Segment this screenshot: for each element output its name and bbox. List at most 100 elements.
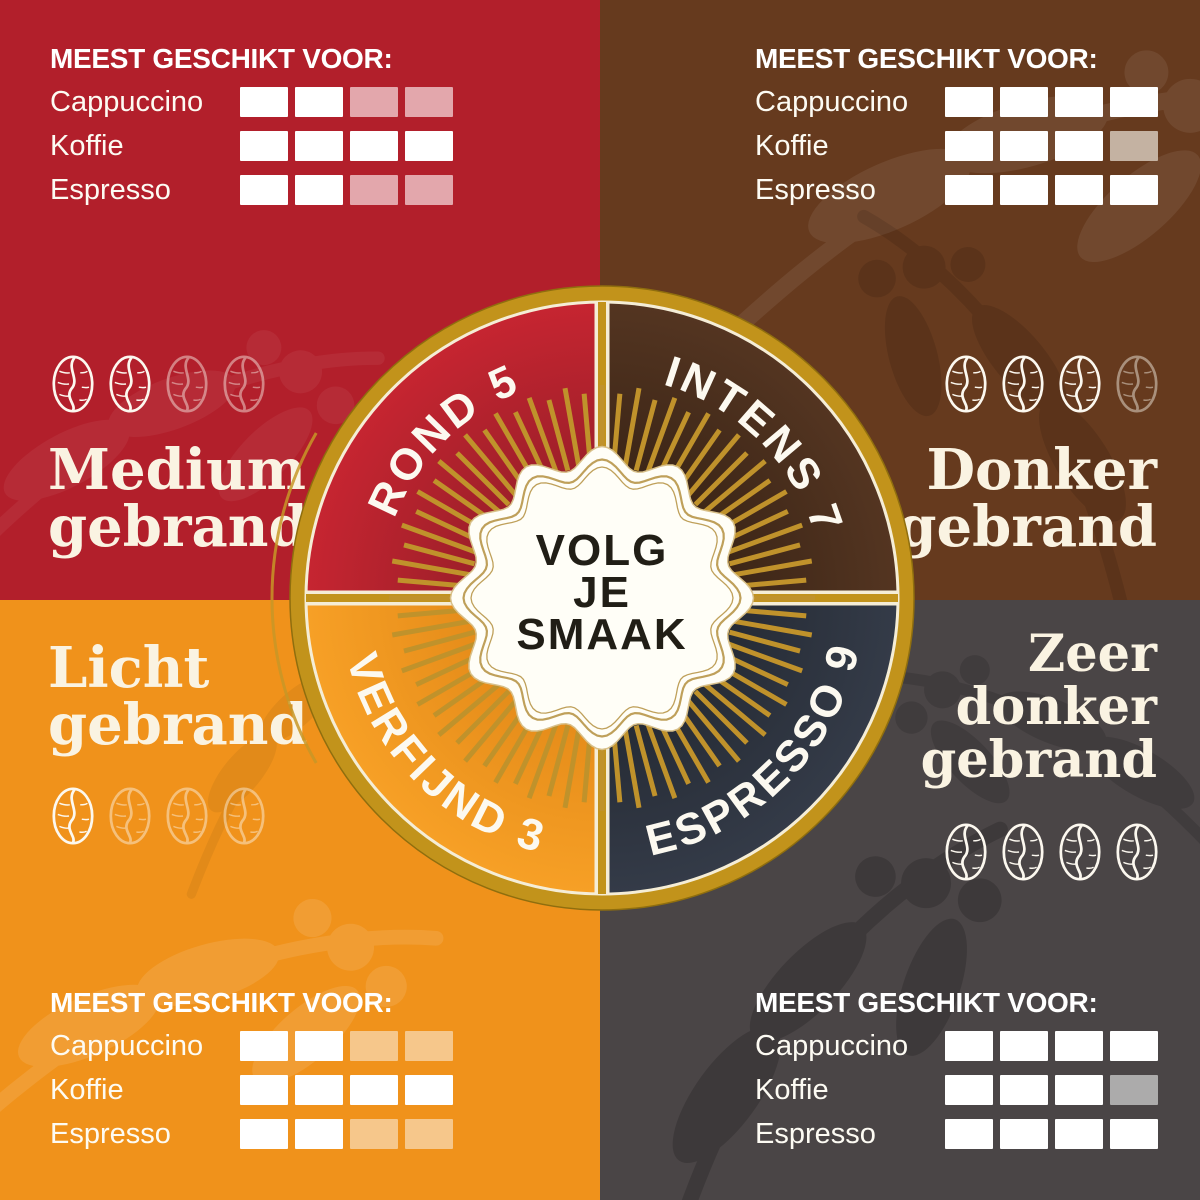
rating-cell-empty [350,1031,398,1061]
suitability-title: MEEST GESCHIKT VOOR: [50,43,393,74]
rating-cell-filled [240,1119,288,1149]
coffee-bean-icon [1059,823,1101,881]
rating-row: Cappuccino [50,1029,460,1062]
rating-cell-filled [1110,87,1158,117]
rating-cells [945,1031,1165,1061]
coffee-bean-icon [1059,355,1101,413]
coffee-bean-icon [1002,823,1044,881]
rating-row: Espresso [755,173,1165,206]
rating-row: Espresso [50,173,460,206]
rating-cell-empty [1110,131,1158,161]
rating-cell-filled [945,1031,993,1061]
quadrant-donker-gebrand: MEEST GESCHIKT VOOR: Cappuccino Koffie E… [600,0,1200,600]
rating-label: Espresso [50,173,171,206]
badge-shape [449,445,755,751]
rating-cell-filled [1055,1075,1103,1105]
quadrant-medium-gebrand: MEEST GESCHIKT VOOR: Cappuccino Koffie E… [0,0,600,600]
rating-cell-filled [1110,175,1158,205]
rating-cell-filled [240,175,288,205]
rating-cell-empty [1110,1075,1158,1105]
roast-level-beans [48,352,269,416]
rating-row: Koffie [755,1074,1165,1106]
coffee-bean-icon [1116,355,1158,413]
rating-cell-filled [295,1075,343,1105]
badge-gold-outline [470,466,734,730]
suitability-title: MEEST GESCHIKT VOOR: [755,43,1098,74]
rating-cell-filled [295,175,343,205]
rating-cells [945,1119,1165,1149]
coffee-bean-icon [109,787,151,845]
rating-cell-empty [405,175,453,205]
badge-line: VOLG [536,526,669,575]
badge-line: SMAAK [516,610,687,659]
rating-cell-empty [405,1031,453,1061]
rating-cell-filled [405,131,453,161]
coffee-bean-icon [166,355,208,413]
rating-row: Koffie [50,1073,460,1106]
rating-cell-filled [1110,1119,1158,1149]
rating-cells [945,87,1165,117]
badge-line: JE [573,568,631,617]
rating-cells [240,1119,460,1149]
rating-cell-empty [350,1119,398,1149]
rating-cell-filled [295,87,343,117]
rating-cell-filled [1055,175,1103,205]
rating-cell-filled [1000,1119,1048,1149]
coffee-bean-icon [1116,823,1158,881]
rating-cell-empty [405,1119,453,1149]
roast-level-beans [48,784,269,848]
rating-cell-filled [405,1075,453,1105]
rating-cells [240,1075,460,1105]
rating-row: Cappuccino [755,1029,1165,1062]
rating-cell-filled [1000,1031,1048,1061]
rating-label: Koffie [50,129,124,162]
roast-name-line: Zeer [1028,624,1157,684]
rating-cell-filled [945,175,993,205]
taste-wheel: ROND 5 INTENS 7 VERFIJND 3 ESPRESSO 9 VO… [270,285,915,911]
rating-rows: Cappuccino Koffie Espresso [755,85,1165,206]
rating-row: Espresso [755,1117,1165,1150]
rating-cells [945,175,1165,205]
rating-row: Koffie [755,129,1165,162]
rating-rows: Cappuccino Koffie Espresso [50,86,460,206]
rating-cells [240,175,460,205]
rating-cell-filled [240,1031,288,1061]
coffee-bean-icon [109,355,151,413]
suitability-panel: MEEST GESCHIKT VOOR: Cappuccino Koffie E… [50,988,460,1163]
rating-cell-filled [1000,175,1048,205]
rating-cell-filled [1055,87,1103,117]
rating-label: Cappuccino [755,85,909,118]
rating-label: Cappuccino [755,1029,909,1062]
rating-label: Espresso [755,173,876,206]
rating-rows: Cappuccino Koffie Espresso [50,1029,460,1150]
rating-cell-filled [1000,87,1048,117]
rating-cell-filled [1000,131,1048,161]
rating-label: Koffie [50,1073,124,1106]
rating-cell-filled [295,1031,343,1061]
rating-row: Koffie [50,129,460,162]
rating-label: Espresso [755,1117,876,1150]
rating-cell-empty [350,175,398,205]
rating-cells [240,1031,460,1061]
rating-cell-empty [405,87,453,117]
rating-row: Cappuccino [755,85,1165,118]
rating-cells [240,131,460,161]
rating-label: Cappuccino [50,1029,204,1062]
coffee-bean-icon [1002,355,1044,413]
rating-row: Espresso [50,1117,460,1150]
rating-cell-filled [295,131,343,161]
rating-cell-filled [1110,1031,1158,1061]
roast-name-line: gebrand [920,730,1157,790]
rating-cell-empty [350,87,398,117]
rating-label: Koffie [755,129,829,162]
badge-gold-outline [462,458,742,738]
roast-level-beans [941,820,1162,884]
rating-cells [945,131,1165,161]
rating-cell-filled [945,87,993,117]
rating-cell-filled [945,1119,993,1149]
rating-cell-filled [240,131,288,161]
rating-cell-filled [1000,1075,1048,1105]
rating-cell-filled [295,1119,343,1149]
rating-label: Espresso [50,1117,171,1150]
roast-level-beans [941,352,1162,416]
